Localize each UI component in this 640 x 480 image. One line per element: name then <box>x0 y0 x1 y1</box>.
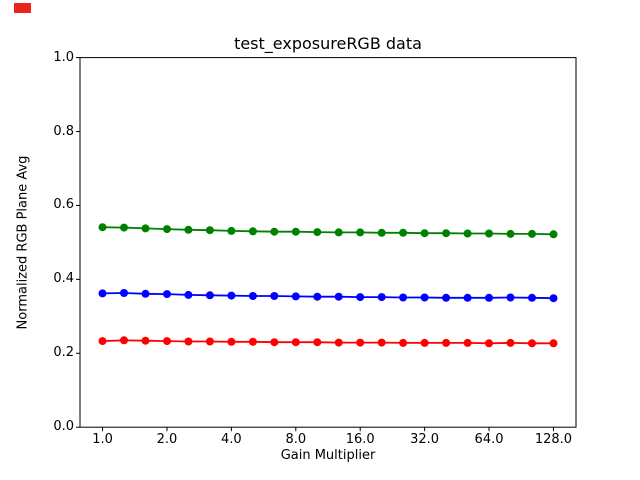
y-tick-label: 1.0 <box>53 49 74 65</box>
red-plane-marker <box>399 338 408 347</box>
y-tick-label: 0.0 <box>53 419 74 435</box>
red-plane-marker <box>334 338 343 347</box>
red-plane-marker <box>184 337 193 346</box>
red-plane-marker <box>227 337 236 346</box>
green-plane-marker <box>420 229 429 238</box>
green-plane-marker <box>120 223 128 232</box>
red-plane-marker <box>163 337 171 346</box>
red-plane-marker <box>506 338 515 347</box>
blue-plane-marker <box>205 291 214 300</box>
blue-plane-marker <box>334 292 343 301</box>
blue-plane-marker <box>184 290 193 299</box>
overlay-red-square-artifact <box>14 3 31 13</box>
green-plane-marker <box>313 228 322 237</box>
y-tick-label: 0.8 <box>53 123 74 139</box>
red-plane-marker <box>270 338 279 347</box>
blue-plane-marker <box>291 292 300 301</box>
x-tick-label: 1.0 <box>92 432 113 447</box>
x-tick-label: 128.0 <box>534 432 573 447</box>
red-plane-marker <box>248 337 257 346</box>
blue-plane-marker <box>120 289 128 297</box>
red-plane-marker <box>442 338 451 347</box>
green-plane-marker <box>141 224 150 233</box>
blue-plane-marker <box>248 292 257 300</box>
green-plane-marker <box>528 229 536 238</box>
green-plane-marker <box>291 227 300 236</box>
blue-plane-marker <box>506 293 515 302</box>
blue-plane-marker <box>528 293 536 302</box>
green-plane-marker <box>227 226 236 235</box>
x-tick-label: 8.0 <box>285 432 307 447</box>
blue-plane-marker <box>270 292 279 300</box>
red-plane-marker <box>549 339 558 348</box>
red-plane-marker <box>98 337 107 346</box>
green-plane-marker <box>463 229 472 238</box>
x-tick-label: 2.0 <box>156 432 178 447</box>
red-plane-marker <box>528 339 536 348</box>
green-plane-marker <box>485 229 493 238</box>
green-plane-marker <box>98 223 107 232</box>
blue-plane-marker <box>399 293 408 302</box>
green-plane-marker <box>270 227 279 236</box>
blue-plane-marker <box>98 289 107 298</box>
red-plane-marker <box>141 336 150 345</box>
green-plane-line <box>102 226 554 236</box>
x-tick-label: 16.0 <box>345 432 375 447</box>
green-plane-marker <box>334 228 343 237</box>
red-plane-marker <box>205 337 214 346</box>
x-tick-label: 64.0 <box>474 432 504 447</box>
green-plane-marker <box>184 225 193 234</box>
green-plane-marker <box>356 228 365 237</box>
green-plane-marker <box>205 226 214 235</box>
blue-plane-marker <box>163 290 171 299</box>
x-axis-label: Gain Multiplier <box>280 448 376 463</box>
red-plane-marker <box>291 338 300 347</box>
blue-plane-marker <box>485 293 493 302</box>
y-tick-label: 0.4 <box>53 271 74 287</box>
x-tick-label: 4.0 <box>221 432 242 447</box>
green-plane-marker <box>506 229 515 238</box>
blue-plane-marker <box>356 293 365 302</box>
red-plane-marker <box>485 339 493 348</box>
blue-plane-marker <box>549 294 558 303</box>
red-plane-marker <box>356 338 365 347</box>
red-plane-marker <box>313 338 322 347</box>
blue-plane-marker <box>463 293 472 302</box>
blue-plane-marker <box>442 293 451 302</box>
chart-title: test_exposureRGB data <box>234 34 422 53</box>
blue-plane-marker <box>227 291 236 300</box>
red-plane-marker <box>377 338 386 347</box>
green-plane-marker <box>442 229 451 238</box>
x-tick-label: 32.0 <box>410 432 440 447</box>
green-plane-marker <box>399 228 408 237</box>
blue-plane-marker <box>141 289 150 298</box>
green-plane-marker <box>549 230 558 239</box>
red-plane-marker <box>120 336 128 345</box>
red-plane-marker <box>463 338 472 347</box>
blue-plane-marker <box>377 293 386 302</box>
blue-plane-marker <box>313 292 322 301</box>
y-tick-label: 0.2 <box>53 345 74 361</box>
green-plane-marker <box>377 228 386 237</box>
green-plane-marker <box>248 227 257 236</box>
blue-plane-line <box>102 292 554 300</box>
axes-spines <box>79 57 577 428</box>
red-plane-line <box>102 339 554 345</box>
y-tick-label: 0.6 <box>53 197 74 213</box>
blue-plane-marker <box>420 293 429 302</box>
red-plane-marker <box>420 338 429 347</box>
green-plane-marker <box>163 225 171 234</box>
